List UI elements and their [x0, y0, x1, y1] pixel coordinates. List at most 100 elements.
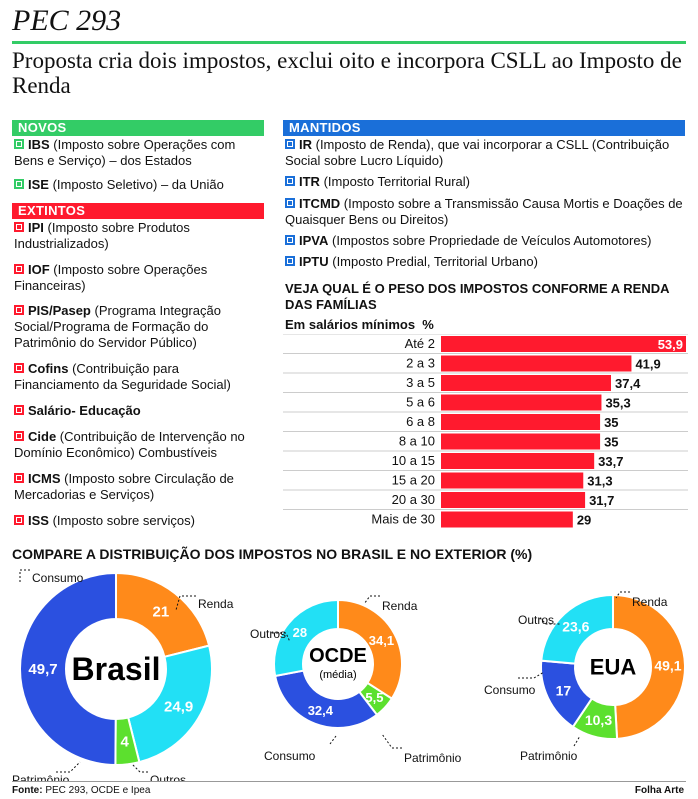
donut-slice-label: Renda: [382, 599, 418, 613]
bar: [441, 414, 601, 430]
bar-category-label: 20 a 30: [392, 492, 435, 507]
bar-category-label: 2 a 3: [406, 356, 435, 371]
extintos-item-salario-educacao: Salário- Educação: [14, 403, 264, 419]
mantidos-item-iptu: IPTU (Imposto Predial, Territorial Urban…: [285, 254, 685, 270]
bar: [441, 511, 573, 528]
extintos-item-iss: ISS (Imposto sobre serviços): [14, 513, 264, 529]
leader-line: [518, 671, 545, 679]
donut-slice: [273, 669, 379, 729]
donut-slice-label: Renda: [198, 597, 234, 611]
bullet-icon: [14, 363, 24, 373]
bar: [441, 472, 584, 489]
mantidos-item-ipva: IPVA (Impostos sobre Propriedade de Veíc…: [285, 233, 685, 249]
bar-category-label: 5 a 6: [406, 395, 435, 410]
bullet-icon: [14, 139, 24, 149]
donut-center-label: OCDE: [309, 645, 367, 667]
bar-category-label: 15 a 20: [392, 473, 435, 488]
donut-slice-label: Outros: [150, 773, 186, 781]
bullet-icon: [14, 405, 24, 415]
bullet-icon: [285, 198, 295, 208]
donut-slice-label: Patrimônio: [404, 751, 462, 765]
bar-value-label: 35: [604, 415, 618, 430]
leader-line: [329, 735, 337, 745]
donut-slice: [19, 571, 117, 767]
bar-category-label: Até 2: [405, 336, 435, 351]
extintos-item-ipi: IPI (Imposto sobre Produtos Industrializ…: [14, 220, 190, 251]
bar-value-label: 53,9: [658, 337, 683, 352]
footer-rule: [12, 781, 686, 782]
donut-value-label: 17: [556, 683, 572, 699]
donut-slice-label: Renda: [632, 595, 668, 609]
donut-value-label: 21: [153, 604, 170, 621]
kicker-title: PEC 293: [12, 4, 122, 37]
donut-center-label: EUA: [590, 655, 637, 680]
donut-slice: [126, 644, 213, 764]
bar-category-label: 10 a 15: [392, 453, 435, 468]
donut-slice-label: Consumo: [32, 571, 84, 585]
bar-category-label: Mais de 30: [371, 512, 435, 527]
donut-section-title: COMPARE A DISTRIBUIÇÃO DOS IMPOSTOS NO B…: [12, 546, 533, 562]
donut-value-label: 23,6: [562, 618, 589, 634]
bar-chart-title: VEJA QUAL É O PESO DOS IMPOSTOS CONFORME…: [285, 281, 670, 312]
bullet-icon: [14, 264, 24, 274]
leader-line: [131, 763, 148, 773]
donut-value-label: 4: [121, 734, 130, 751]
bar-value-label: 35,3: [605, 396, 630, 411]
donut-slice: [612, 593, 686, 740]
donut-value-label: 49,1: [654, 657, 681, 673]
extintos-item-icms: ICMS (Imposto sobre Circulação de Mercad…: [14, 471, 234, 502]
donut-center-sublabel: (média): [319, 669, 356, 681]
bullet-icon: [14, 222, 24, 232]
leader-line: [363, 595, 380, 605]
bar: [441, 336, 686, 352]
extintos-item-iof: IOF (Imposto sobre Operações Financeiras…: [14, 262, 208, 293]
bar-value-label: 31,7: [589, 493, 614, 508]
bullet-icon: [14, 305, 24, 315]
bullet-icon: [14, 179, 24, 189]
donut-value-label: 28: [293, 625, 307, 640]
bar-category-label: 6 a 8: [406, 414, 435, 429]
leader-line: [272, 632, 291, 643]
credit: Folha Arte: [634, 785, 684, 796]
donut-slice: [337, 598, 403, 701]
extintos-header: EXTINTOS: [12, 203, 264, 219]
leader-line: [175, 595, 196, 611]
bar-chart-subtitle: Em salários mínimos %: [285, 317, 434, 332]
bullet-icon: [14, 431, 24, 441]
mantidos-item-itr: ITR (Imposto Territorial Rural): [285, 174, 685, 190]
extintos-item-cide: Cide (Contribuição de Intervenção no Dom…: [14, 429, 245, 460]
donut-slice: [540, 593, 614, 665]
bar-category-label: 3 a 5: [406, 375, 435, 390]
donut-value-label: 5,5: [365, 690, 383, 705]
mantidos-header: MANTIDOS: [283, 120, 685, 136]
extintos-item-pis: PIS/Pasep (Programa Integração Social/Pr…: [14, 303, 221, 350]
extintos-item-cofins: Cofins (Contribuição para Financiamento …: [14, 361, 231, 392]
bar-category-label: 8 a 10: [399, 434, 435, 449]
mantidos-item-itcmd: ITCMD (Imposto sobre a Transmissão Causa…: [285, 196, 683, 227]
bar-value-label: 33,7: [598, 454, 623, 469]
bar-value-label: 35: [604, 435, 618, 450]
leader-line: [381, 733, 402, 749]
bar-value-label: 41,9: [635, 357, 660, 372]
bar-value-label: 31,3: [587, 474, 612, 489]
leader-line: [539, 617, 560, 625]
donut-slice-label: Outros: [250, 627, 286, 641]
donut-slice-label: Patrimônio: [12, 773, 70, 781]
bullet-icon: [285, 256, 295, 266]
headline: Proposta cria dois impostos, exclui oito…: [12, 48, 682, 98]
leader-line: [615, 591, 630, 599]
donut-value-label: 49,7: [28, 661, 57, 678]
donut-charts: 21 Renda 24,9 Outros 4 Patrimônio 49,7 Consumo B…: [12, 569, 686, 781]
bullet-icon: [285, 139, 295, 149]
mantidos-item-ir: IR (Imposto de Renda), que vai incorpora…: [285, 137, 670, 168]
bar-value-label: 29: [577, 513, 591, 528]
bullet-icon: [285, 235, 295, 245]
donut-value-label: 32,4: [308, 703, 334, 718]
bar-value-label: 37,4: [615, 376, 641, 391]
bullet-icon: [14, 515, 24, 525]
leader-line: [19, 569, 30, 584]
donut-slice-label: Consumo: [484, 683, 536, 697]
donut-value-label: 34,1: [369, 633, 394, 648]
bar: [441, 433, 601, 450]
novos-header: NOVOS: [12, 120, 264, 136]
